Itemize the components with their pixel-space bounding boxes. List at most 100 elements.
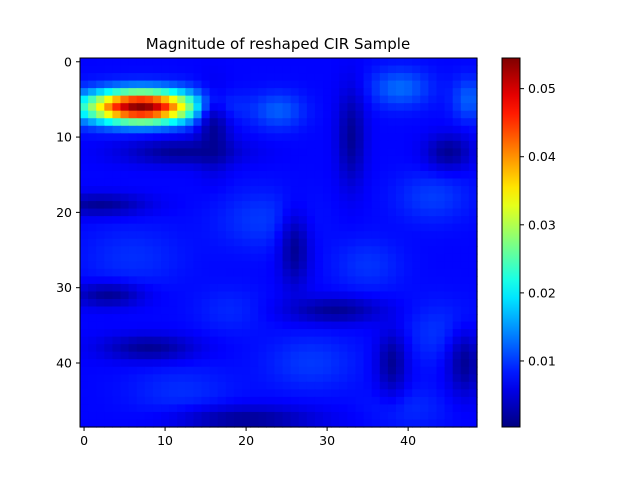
heatmap-cell: [242, 261, 251, 270]
heatmap-cell: [323, 329, 332, 338]
heatmap-cell: [420, 404, 429, 413]
heatmap-cell: [428, 178, 438, 187]
heatmap-cell: [420, 238, 429, 247]
heatmap-cell: [444, 163, 454, 172]
heatmap-cell: [266, 170, 276, 180]
heatmap-cell: [290, 110, 300, 119]
heatmap-cell: [242, 186, 251, 195]
heatmap-cell: [331, 238, 340, 247]
heatmap-cell: [209, 65, 219, 74]
heatmap-cell: [387, 283, 397, 293]
heatmap-cell: [136, 118, 146, 127]
heatmap-cell: [88, 88, 97, 97]
heatmap-cell: [355, 283, 365, 293]
heatmap-cell: [217, 344, 227, 353]
heatmap-cell: [242, 419, 251, 428]
heatmap-cell: [112, 336, 122, 345]
heatmap-cell: [404, 110, 413, 119]
heatmap-cell: [436, 170, 446, 180]
heatmap-cell: [161, 381, 170, 390]
heatmap-cell: [144, 404, 154, 413]
heatmap-cell: [314, 238, 324, 247]
heatmap-cell: [404, 366, 413, 375]
heatmap-cell: [201, 411, 211, 421]
heatmap-cell: [193, 118, 203, 127]
heatmap-cell: [387, 321, 397, 330]
heatmap-cell: [314, 118, 324, 127]
heatmap-cell: [274, 381, 284, 390]
heatmap-cell: [225, 298, 235, 308]
heatmap-cell: [161, 193, 170, 202]
heatmap-cell: [242, 178, 251, 187]
heatmap-cell: [468, 351, 478, 360]
heatmap-cell: [274, 238, 284, 247]
heatmap-cell: [104, 344, 114, 353]
heatmap-cell: [460, 351, 470, 360]
heatmap-cell: [233, 133, 243, 142]
heatmap-cell: [193, 65, 203, 74]
heatmap-cell: [298, 404, 308, 413]
heatmap-cell: [152, 261, 162, 270]
heatmap-cell: [452, 170, 462, 180]
heatmap-cell: [347, 261, 357, 270]
heatmap-cell: [80, 344, 89, 353]
heatmap-cell: [217, 231, 227, 240]
heatmap-cell: [371, 80, 381, 89]
heatmap-cell: [420, 103, 429, 112]
heatmap-cell: [112, 95, 122, 104]
heatmap-cell: [201, 276, 211, 285]
heatmap-cell: [460, 88, 470, 97]
heatmap-cell: [323, 95, 332, 104]
heatmap-cell: [201, 118, 211, 127]
heatmap-cell: [96, 148, 105, 157]
heatmap-cell: [347, 216, 357, 225]
heatmap-cell: [177, 253, 186, 262]
heatmap-cell: [136, 201, 146, 210]
heatmap-cell: [444, 231, 454, 240]
heatmap-cell: [185, 396, 195, 406]
heatmap-cell: [88, 58, 97, 67]
heatmap-cell: [104, 404, 114, 413]
heatmap-cell: [420, 351, 429, 360]
heatmap-cell: [80, 223, 89, 232]
heatmap-cell: [193, 148, 203, 157]
heatmap-cell: [387, 314, 397, 323]
heatmap-cell: [250, 223, 259, 232]
heatmap-cell: [468, 246, 478, 255]
heatmap-cell: [371, 193, 381, 202]
heatmap-cell: [250, 155, 259, 165]
heatmap-cell: [404, 80, 413, 89]
heatmap-cell: [233, 110, 243, 119]
heatmap-cell: [331, 291, 340, 300]
heatmap-cell: [298, 95, 308, 104]
heatmap-cell: [266, 283, 276, 293]
heatmap-cell: [404, 155, 413, 165]
heatmap-cell: [128, 419, 138, 428]
heatmap-cell: [404, 329, 413, 338]
heatmap-cell: [331, 389, 340, 398]
heatmap-cell: [242, 351, 251, 360]
heatmap-cell: [347, 336, 357, 345]
heatmap-cell: [460, 125, 470, 134]
heatmap-cell: [323, 73, 332, 82]
heatmap-cell: [371, 65, 381, 74]
heatmap-cell: [120, 306, 130, 315]
heatmap-cell: [339, 366, 348, 375]
heatmap-cell: [152, 329, 162, 338]
heatmap-cell: [323, 336, 332, 345]
heatmap-cell: [274, 231, 284, 240]
heatmap-cell: [201, 193, 211, 202]
heatmap-cell: [371, 246, 381, 255]
heatmap-cell: [209, 140, 219, 149]
heatmap-cell: [420, 261, 429, 270]
heatmap-cell: [339, 80, 348, 89]
heatmap-cell: [306, 359, 316, 368]
heatmap-cell: [152, 223, 162, 232]
heatmap-cell: [404, 298, 413, 308]
heatmap-cell: [169, 283, 178, 293]
heatmap-cell: [169, 58, 178, 67]
heatmap-cell: [331, 404, 340, 413]
heatmap-cell: [225, 95, 235, 104]
heatmap-cell: [250, 238, 259, 247]
